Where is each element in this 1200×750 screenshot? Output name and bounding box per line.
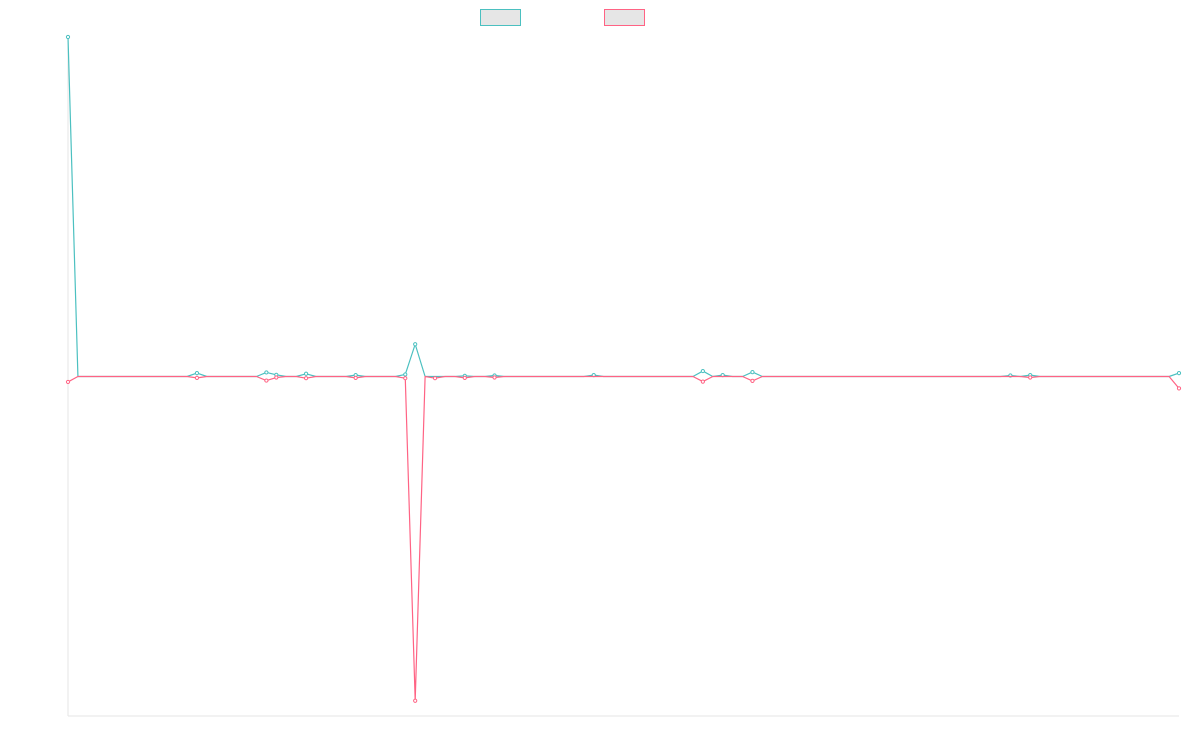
- series-2-point: [264, 378, 269, 383]
- series-line-1: [67, 36, 1180, 378]
- series-2-point: [194, 375, 200, 380]
- legend-swatch-2: [604, 9, 645, 26]
- series-1-point: [413, 342, 418, 347]
- series-2-point: [303, 376, 309, 381]
- series-1-point: [403, 372, 408, 377]
- series-2-point: [1028, 375, 1033, 380]
- legend: [480, 9, 645, 26]
- legend-item-2[interactable]: [604, 9, 645, 26]
- series-1-point: [700, 368, 705, 374]
- series-2-point: [462, 375, 467, 380]
- series-1-point: [194, 371, 200, 376]
- series-1-point: [65, 34, 71, 40]
- series-1-point: [1176, 371, 1182, 376]
- series-2-point: [700, 379, 705, 384]
- series-2-point: [750, 378, 755, 384]
- series-2-point: [65, 379, 71, 385]
- axes: [67, 37, 1179, 717]
- legend-item-1[interactable]: [480, 9, 521, 26]
- series-1-point: [264, 370, 269, 375]
- series-2-point: [492, 375, 497, 380]
- series-1-point: [303, 371, 309, 376]
- series-2-point: [403, 376, 408, 381]
- legend-swatch-1: [480, 9, 521, 26]
- series-1-point: [750, 369, 755, 375]
- series-layer: [65, 34, 1182, 703]
- series-2-point: [274, 375, 279, 380]
- series-2-point: [1176, 386, 1182, 391]
- series-2-point: [353, 375, 358, 380]
- series-2-point: [432, 376, 438, 381]
- series-2-point: [413, 698, 418, 703]
- series-line-2: [67, 375, 1180, 702]
